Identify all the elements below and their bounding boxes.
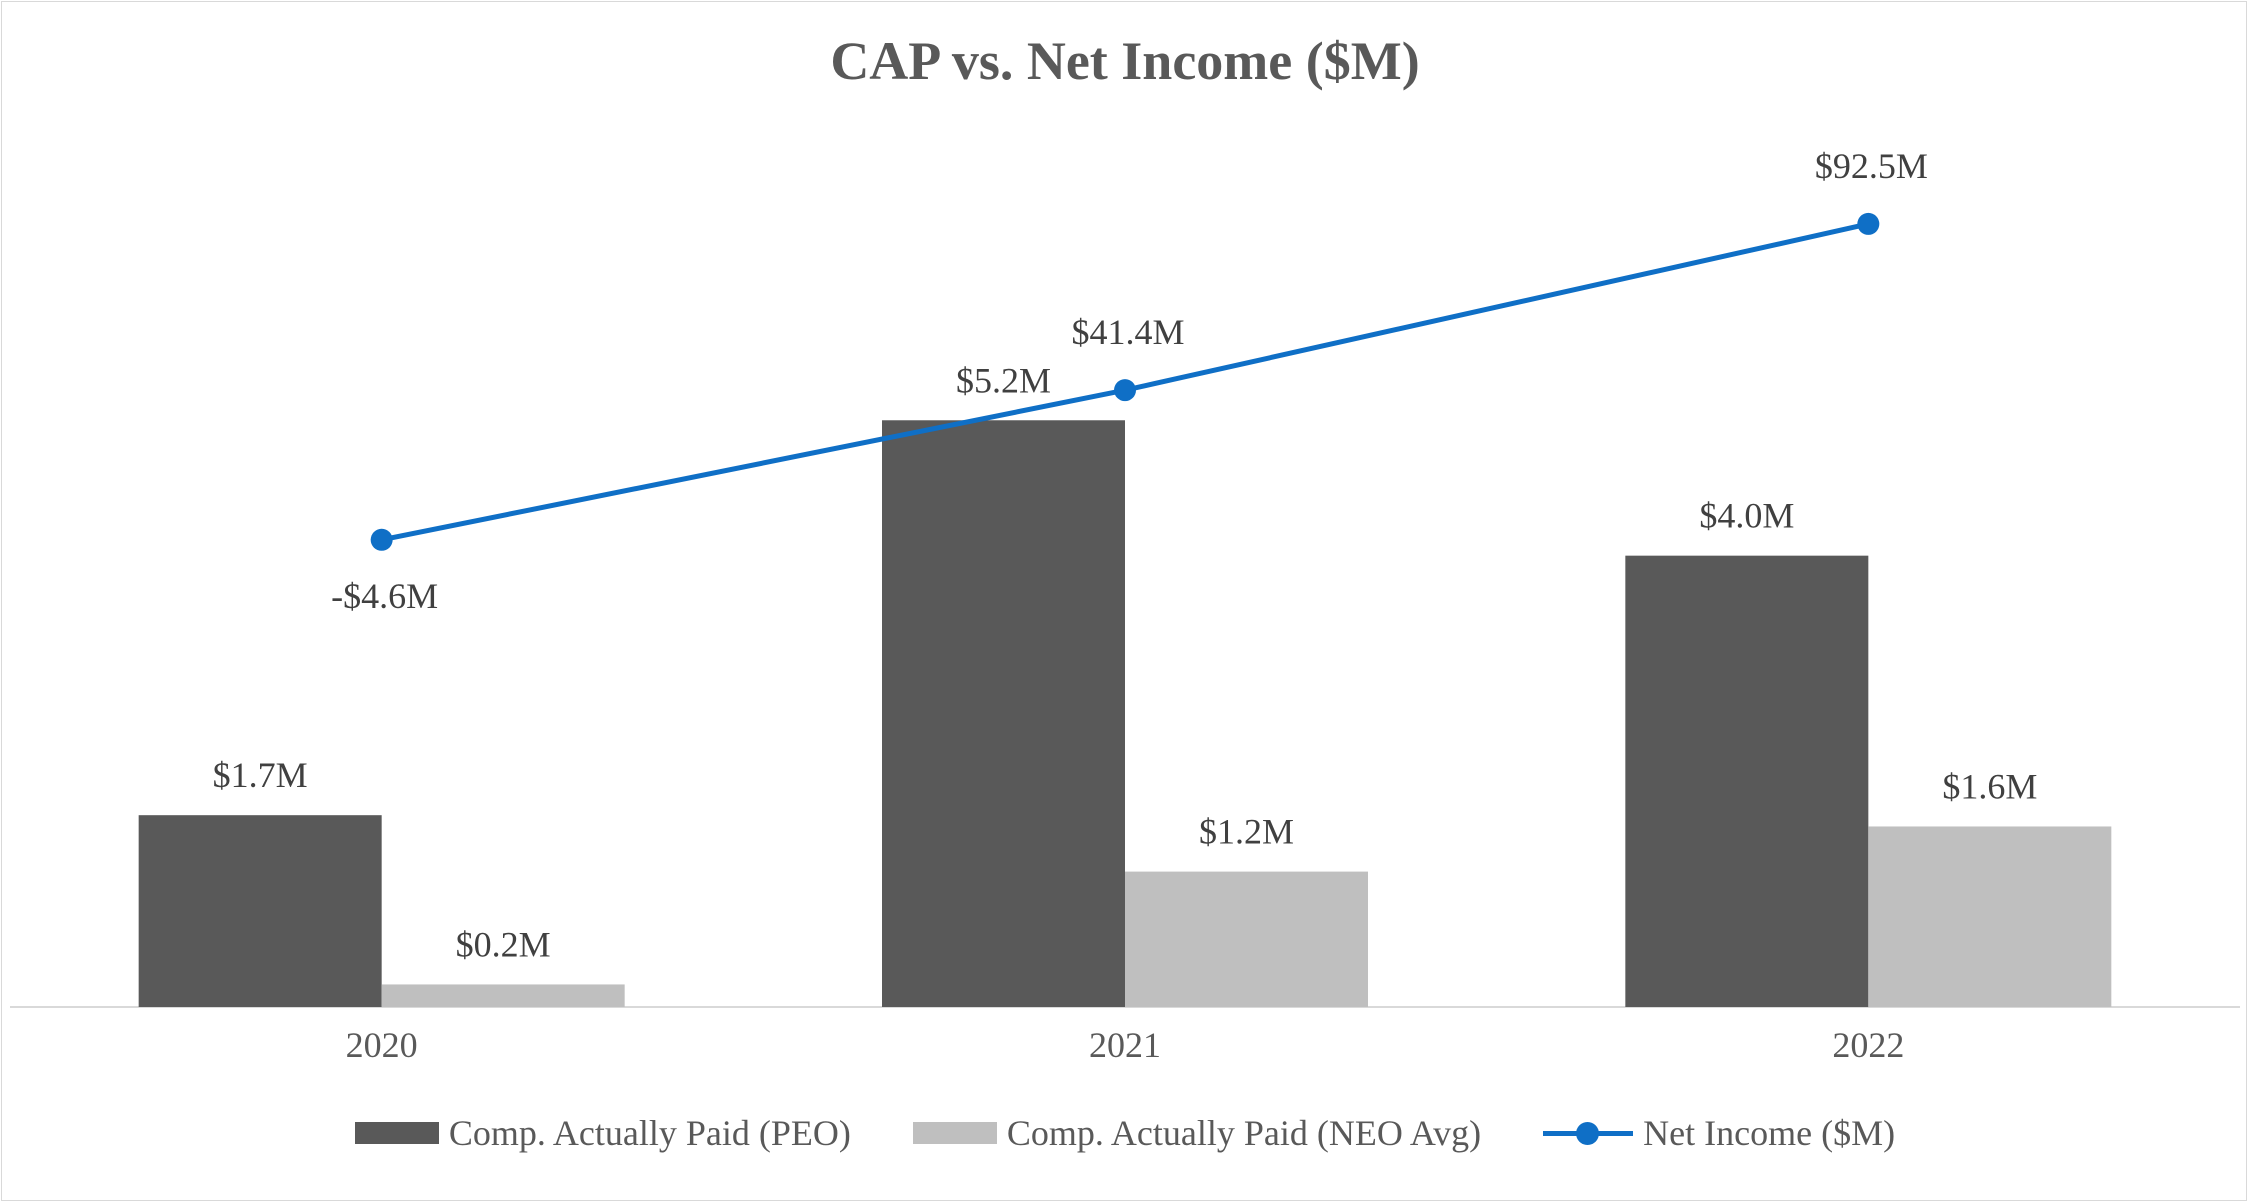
net-income-point-2020	[370, 528, 393, 551]
legend-label-neo: Comp. Actually Paid (NEO Avg)	[1006, 1113, 1482, 1153]
data-label-net-income-2020: -$4.6M	[331, 576, 438, 616]
bar-peo-2021	[882, 420, 1125, 1007]
data-label-neo-2020: $0.2M	[456, 924, 551, 964]
data-label-neo-2022: $1.6M	[1942, 766, 2037, 806]
data-label-peo-2020: $1.7M	[213, 755, 308, 795]
x-tick-label-2022: 2022	[1832, 1025, 1904, 1065]
data-label-net-income-2022: $92.5M	[1815, 146, 1928, 186]
legend-item-neo: Comp. Actually Paid (NEO Avg)	[912, 1112, 1482, 1154]
bar-peo-2020	[138, 815, 382, 1007]
bar-peo-2022	[1625, 555, 1869, 1007]
legend-item-net-income: Net Income ($M)	[1543, 1112, 1895, 1154]
net-income-point-2022	[1857, 212, 1880, 235]
bar-neo-2021	[1125, 871, 1368, 1007]
chart-title: CAP vs. Net Income ($M)	[830, 31, 1420, 91]
legend-item-peo: Comp. Actually Paid (PEO)	[354, 1112, 851, 1154]
bar-neo-2020	[381, 984, 625, 1007]
legend-swatch-net-income	[1543, 1121, 1634, 1145]
legend-swatch-peo	[354, 1122, 439, 1144]
data-label-peo-2022: $4.0M	[1699, 496, 1794, 536]
bar-neo-2022	[1868, 826, 2112, 1007]
data-label-neo-2021: $1.2M	[1199, 812, 1294, 852]
x-tick-label-2021: 2021	[1089, 1025, 1161, 1065]
net-income-point-2021	[1114, 379, 1136, 402]
legend-swatch-neo	[912, 1122, 997, 1144]
x-tick-label-2020: 2020	[346, 1025, 418, 1065]
data-label-peo-2021: $5.2M	[956, 360, 1051, 400]
chart-legend: Comp. Actually Paid (PEO) Comp. Actually…	[0, 1112, 2250, 1154]
legend-label-net-income: Net Income ($M)	[1643, 1113, 1896, 1153]
data-label-net-income-2021: $41.4M	[1071, 312, 1184, 352]
legend-label-peo: Comp. Actually Paid (PEO)	[448, 1113, 851, 1153]
